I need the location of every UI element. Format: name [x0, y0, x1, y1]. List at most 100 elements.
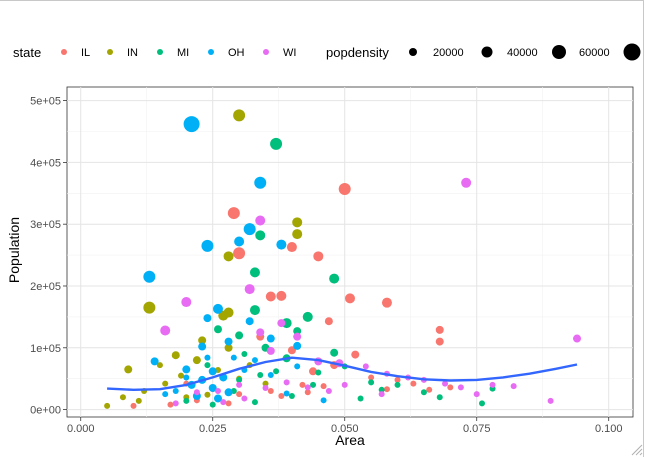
size-legend-key — [481, 46, 493, 58]
data-point-wi — [283, 379, 290, 386]
data-point-in — [171, 351, 180, 360]
data-point-il — [394, 376, 401, 383]
data-point-oh — [172, 388, 179, 395]
data-point-oh — [162, 391, 169, 398]
data-point-il — [447, 384, 454, 391]
data-point-in — [262, 380, 269, 387]
data-point-oh — [198, 342, 207, 351]
data-point-in — [204, 391, 211, 398]
data-point-mi — [249, 267, 260, 278]
legend-label-in: IN — [127, 47, 138, 59]
data-point-wi — [255, 215, 266, 226]
color-legend-title: state — [13, 45, 41, 60]
data-point-in — [292, 229, 303, 240]
data-point-in — [178, 372, 185, 379]
data-point-wi — [489, 381, 496, 388]
data-point-wi — [256, 328, 265, 337]
x-tick-label: 0.100 — [595, 423, 623, 435]
data-point-wi — [262, 384, 269, 391]
data-point-il — [435, 325, 444, 334]
data-point-il — [345, 293, 355, 304]
data-point-wi — [461, 177, 472, 188]
data-point-il — [324, 317, 333, 326]
size-legend-items: 20000 40000 60000 — [409, 43, 641, 61]
y-tick-label: 4e+05 — [30, 157, 61, 169]
data-point-wi — [215, 388, 222, 395]
y-tick-label: 3e+05 — [30, 219, 61, 231]
data-point-mi — [209, 401, 216, 408]
color-legend-items: IL IN MI OH WI — [61, 47, 296, 59]
data-point-wi — [457, 384, 464, 391]
data-point-wi — [193, 389, 200, 396]
data-point-oh — [230, 354, 237, 361]
data-point-oh — [245, 317, 254, 326]
x-tick-label: 0.025 — [199, 423, 227, 435]
data-point-in — [218, 310, 229, 321]
data-point-oh — [243, 223, 256, 236]
data-point-oh — [183, 116, 200, 133]
legend-item-il: IL — [61, 47, 90, 59]
data-point-mi — [249, 305, 260, 316]
data-point-oh — [208, 383, 217, 392]
data-point-wi — [510, 383, 517, 390]
y-tick-label: 0e+00 — [30, 405, 61, 417]
legend-label-wi: WI — [283, 47, 296, 59]
x-tick-label: 0.000 — [67, 423, 95, 435]
data-point-il — [167, 401, 174, 408]
data-point-mi — [255, 230, 266, 241]
data-point-mi — [288, 392, 295, 399]
size-legend-item — [623, 43, 641, 61]
data-point-mi — [310, 381, 317, 388]
data-point-il — [381, 297, 392, 308]
data-point-wi — [362, 363, 369, 370]
data-point-il — [435, 337, 444, 346]
size-legend-label: 40000 — [507, 47, 538, 59]
data-point-wi — [244, 284, 255, 295]
data-point-in — [233, 109, 246, 122]
data-point-oh — [293, 341, 302, 350]
legend-label-oh: OH — [228, 47, 245, 59]
data-point-wi — [547, 397, 554, 404]
data-point-il — [426, 386, 433, 393]
data-point-in — [224, 343, 233, 352]
data-point-wi — [241, 395, 248, 402]
data-point-wi — [172, 400, 179, 407]
data-point-wi — [573, 334, 582, 343]
data-point-wi — [341, 381, 348, 388]
data-point-mi — [235, 331, 244, 340]
resize-grip-icon[interactable] — [629, 442, 643, 456]
data-point-il — [304, 389, 311, 396]
size-legend-key — [552, 45, 566, 59]
data-point-wi — [304, 384, 311, 391]
data-point-wi — [378, 391, 385, 398]
data-point-il — [233, 247, 246, 260]
grid-lines — [67, 87, 633, 417]
data-point-oh — [251, 357, 258, 364]
data-point-in — [198, 336, 207, 345]
size-legend-key — [623, 43, 641, 61]
x-axis: 0.000 0.025 0.050 0.075 0.100 — [67, 417, 623, 435]
size-legend-item: 20000 — [409, 47, 464, 59]
data-point-il — [278, 392, 285, 399]
data-point-wi — [181, 297, 192, 308]
data-point-oh — [204, 354, 211, 361]
data-point-oh — [294, 363, 301, 370]
data-point-in — [156, 362, 163, 369]
y-axis: 0e+00 1e+05 2e+05 3e+05 4e+05 5e+05 — [30, 96, 67, 417]
data-point-il — [225, 400, 232, 407]
data-point-il — [286, 242, 297, 253]
legend-label-mi: MI — [177, 47, 189, 59]
y-axis-label: Population — [6, 217, 22, 283]
data-point-il — [287, 346, 296, 355]
y-tick-label: 1e+05 — [30, 343, 61, 355]
data-point-wi — [277, 319, 286, 328]
data-point-il — [130, 402, 137, 409]
data-point-il — [338, 182, 351, 195]
data-point-in — [143, 301, 156, 314]
data-point-oh — [208, 367, 217, 376]
data-point-il — [313, 251, 324, 262]
data-point-oh — [267, 371, 274, 378]
data-point-il — [368, 374, 375, 381]
data-point-mi — [368, 379, 375, 386]
